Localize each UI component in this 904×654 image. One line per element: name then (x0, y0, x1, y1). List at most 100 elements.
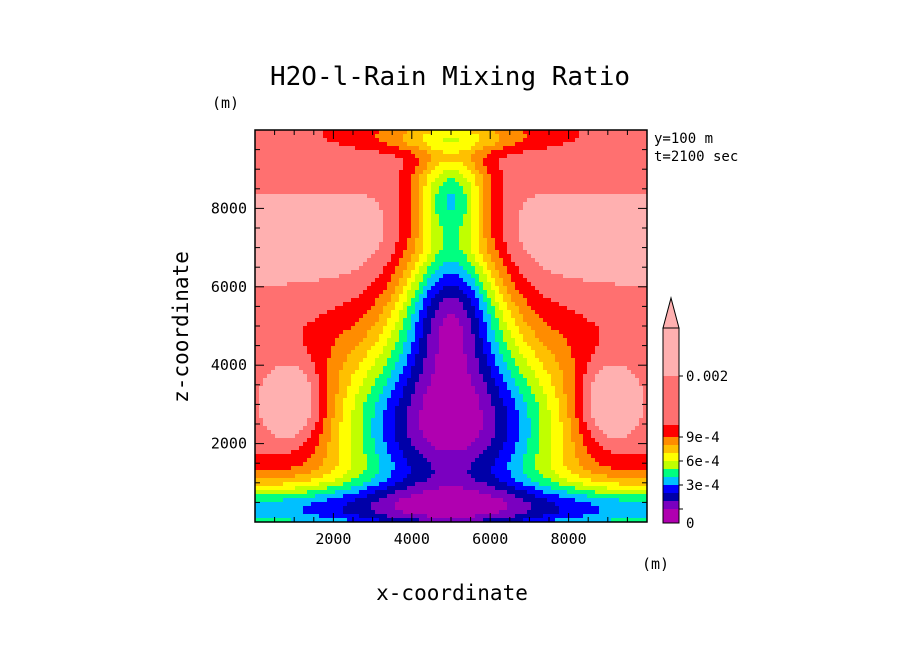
contour-cell (307, 194, 312, 199)
contour-cell (335, 250, 340, 255)
contour-cell (271, 446, 276, 451)
contour-cell (343, 386, 348, 391)
contour-cell (263, 510, 268, 515)
contour-cell (439, 258, 444, 263)
contour-cell (415, 142, 420, 147)
contour-cell (299, 314, 304, 319)
contour-cell (355, 446, 360, 451)
contour-cell (403, 338, 408, 343)
contour-cell (303, 394, 308, 399)
contour-cell (359, 406, 364, 411)
contour-cell (415, 406, 420, 411)
contour-cell (315, 330, 320, 335)
contour-cell (271, 342, 276, 347)
contour-cell (351, 154, 356, 159)
contour-cell (451, 274, 456, 279)
contour-cell (435, 158, 440, 163)
contour-cell (399, 186, 404, 191)
contour-cell (335, 490, 340, 495)
contour-cell (283, 414, 288, 419)
contour-cell (359, 514, 364, 519)
contour-cell (371, 434, 376, 439)
contour-cell (331, 462, 336, 467)
contour-cell (427, 334, 432, 339)
contour-cell (427, 378, 432, 383)
contour-cell (287, 398, 292, 403)
contour-cell (287, 270, 292, 275)
contour-cell (347, 514, 352, 519)
contour-cell (391, 186, 396, 191)
contour-cell (403, 494, 408, 499)
contour-cell (411, 134, 416, 139)
contour-cell (395, 190, 400, 195)
contour-cell (347, 506, 352, 511)
contour-cell (319, 434, 324, 439)
contour-cell (399, 274, 404, 279)
contour-cell (375, 170, 380, 175)
contour-cell (271, 330, 276, 335)
contour-cell (271, 390, 276, 395)
contour-cell (407, 262, 412, 267)
contour-cell (439, 414, 444, 419)
contour-cell (391, 442, 396, 447)
contour-cell (351, 294, 356, 299)
contour-cell (351, 318, 356, 323)
contour-cell (315, 314, 320, 319)
contour-cell (359, 394, 364, 399)
contour-cell (263, 290, 268, 295)
contour-cell (303, 222, 308, 227)
contour-cell (391, 406, 396, 411)
contour-cell (279, 242, 284, 247)
contour-cell (255, 274, 260, 279)
contour-cell (455, 210, 460, 215)
contour-cell (351, 134, 356, 139)
contour-cell (315, 326, 320, 331)
contour-cell (375, 518, 380, 522)
contour-cell (343, 490, 348, 495)
contour-cell (355, 370, 360, 375)
contour-cell (287, 286, 292, 291)
contour-cell (363, 210, 368, 215)
contour-cell (315, 402, 320, 407)
contour-cell (359, 362, 364, 367)
contour-cell (443, 418, 448, 423)
contour-cell (355, 242, 360, 247)
contour-cell (383, 238, 388, 243)
contour-cell (323, 410, 328, 415)
contour-cell (303, 178, 308, 183)
contour-cell (455, 222, 460, 227)
contour-cell (455, 202, 460, 207)
contour-cell (263, 154, 268, 159)
contour-cell (279, 410, 284, 415)
contour-cell (323, 258, 328, 263)
contour-cell (399, 226, 404, 231)
contour-cell (395, 266, 400, 271)
contour-cell (355, 402, 360, 407)
contour-cell (343, 290, 348, 295)
contour-cell (263, 326, 268, 331)
contour-cell (423, 318, 428, 323)
contour-cell (439, 374, 444, 379)
contour-cell (399, 334, 404, 339)
contour-cell (427, 294, 432, 299)
contour-cell (347, 262, 352, 267)
contour-cell (303, 402, 308, 407)
contour-cell (291, 166, 296, 171)
contour-cell (367, 458, 372, 463)
contour-cell (275, 306, 280, 311)
contour-cell (331, 494, 336, 499)
contour-cell (271, 206, 276, 211)
contour-cell (435, 226, 440, 231)
contour-cell (283, 214, 288, 219)
contour-cell (307, 282, 312, 287)
contour-cell (387, 362, 392, 367)
contour-cell (383, 158, 388, 163)
contour-cell (367, 222, 372, 227)
contour-cell (343, 418, 348, 423)
contour-cell (303, 230, 308, 235)
contour-cell (351, 230, 356, 235)
contour-cell (259, 138, 264, 143)
contour-cell (259, 494, 264, 499)
contour-cell (435, 438, 440, 443)
contour-cell (407, 494, 412, 499)
